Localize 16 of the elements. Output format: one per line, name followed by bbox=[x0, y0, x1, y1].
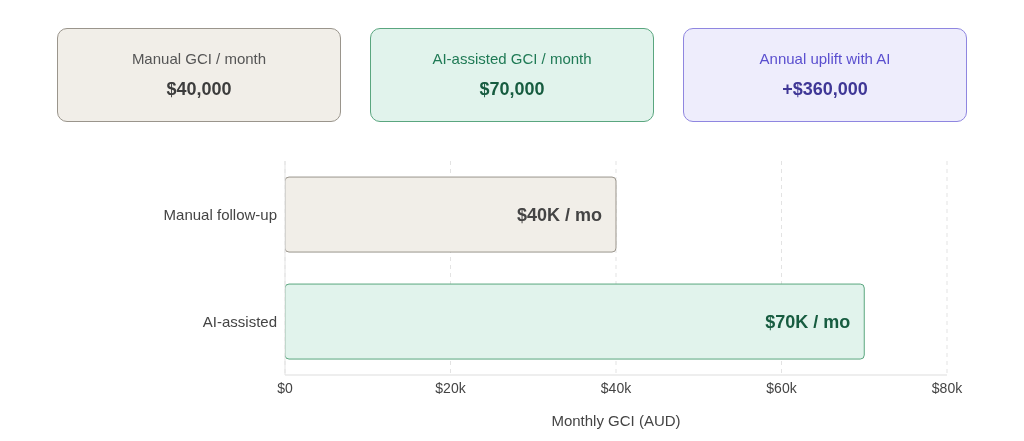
text: AI-assisted GCI / month bbox=[432, 50, 592, 67]
text: $40,000 bbox=[166, 79, 232, 100]
x-axis-title: Monthly GCI (AUD) bbox=[551, 412, 681, 429]
y-tick-label: AI-assisted bbox=[202, 312, 277, 330]
y-tick-label: Manual follow-up bbox=[163, 205, 277, 223]
x-tick-label: $20k bbox=[435, 379, 467, 396]
data-label: $70K / mo bbox=[765, 311, 851, 332]
x-tick-label: $40k bbox=[600, 379, 633, 396]
x-tick-label: $0 bbox=[277, 379, 293, 396]
text: Manual GCI / month bbox=[131, 50, 267, 67]
text: Annual uplift with AI bbox=[759, 50, 891, 67]
text: +$360,000 bbox=[782, 79, 868, 100]
text: $70,000 bbox=[479, 79, 545, 100]
x-tick-label: $80k bbox=[931, 379, 964, 396]
x-tick-label: $60k bbox=[766, 379, 798, 396]
data-label: $40K / mo bbox=[516, 204, 602, 225]
